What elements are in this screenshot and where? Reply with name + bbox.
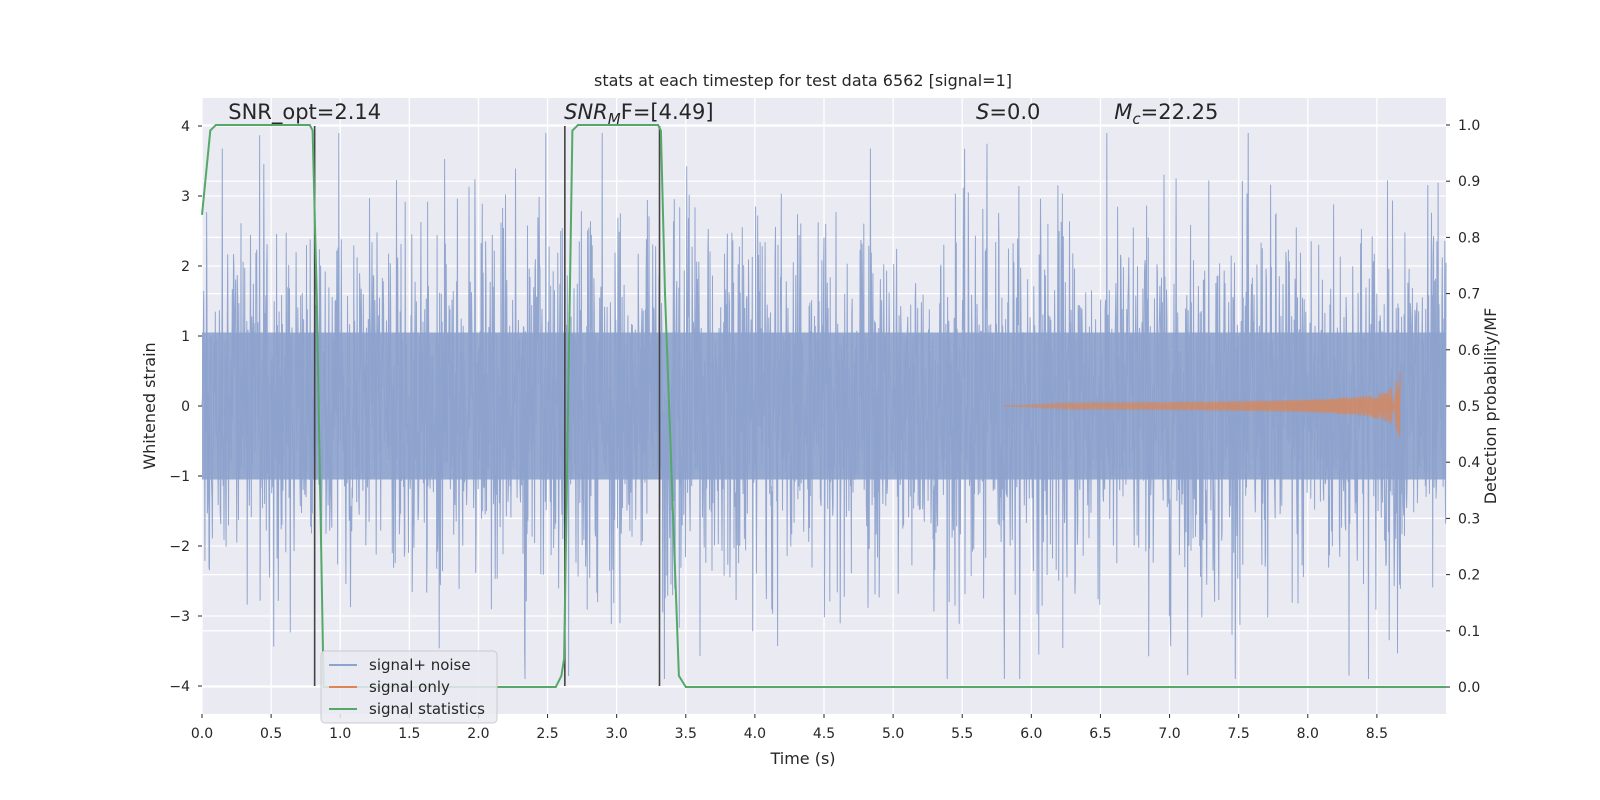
- y2-tick-label: 0.2: [1458, 568, 1480, 584]
- x-tick-label: 5.0: [882, 726, 904, 742]
- x-tick-label: 7.5: [1228, 726, 1250, 742]
- annotation: SNRMF=[4.49]: [564, 100, 713, 128]
- legend-box: [320, 650, 498, 724]
- y-axis-right: 0.0 0.1 0.2 0.3 0.4 0.5 0.6 0.7 0.8 0.9 1.0: [1446, 118, 1480, 696]
- annotation: S=0.0: [976, 100, 1040, 124]
- y2-tick-label: 0.0: [1458, 680, 1480, 696]
- x-tick-label: 5.5: [951, 726, 973, 742]
- x-tick-label: 2.5: [536, 726, 558, 742]
- legend-label: signal+ noise: [369, 656, 471, 674]
- x-tick-label: 6.5: [1089, 726, 1111, 742]
- y2-tick-label: 0.7: [1458, 287, 1480, 303]
- series-signal-statistics: [201, 124, 1446, 688]
- y2-tick-label: 0.1: [1458, 624, 1480, 640]
- y-tick-label: 3: [181, 189, 190, 205]
- y-axis-left: −4 −3 −2 −1 0 1 2 3 4: [169, 119, 202, 695]
- x-tick-label: 3.0: [606, 726, 628, 742]
- y2-tick-label: 0.5: [1458, 399, 1480, 415]
- x-tick-label: 8.0: [1297, 726, 1319, 742]
- legend-label: signal only: [369, 678, 450, 696]
- legend-label: signal statistics: [369, 700, 485, 718]
- series-signal-only: [1003, 370, 1401, 438]
- y-tick-label: 0: [181, 399, 190, 415]
- x-tick-label: 1.5: [398, 726, 420, 742]
- x-tick-label: 0.5: [260, 726, 282, 742]
- y-tick-label: 2: [181, 259, 190, 275]
- chart-title: stats at each timestep for test data 656…: [594, 71, 1012, 90]
- chirp-trace: [1003, 370, 1401, 438]
- annotation: Mc=22.25: [1114, 100, 1218, 128]
- x-tick-label: 2.0: [467, 726, 489, 742]
- y-tick-label: −2: [169, 539, 190, 555]
- x-tick-label: 4.0: [744, 726, 766, 742]
- x-tick-label: 8.5: [1366, 726, 1388, 742]
- y2-tick-label: 0.6: [1458, 343, 1480, 359]
- y2-tick-label: 0.8: [1458, 230, 1480, 246]
- y-tick-label: −1: [169, 469, 190, 485]
- y2-tick-label: 1.0: [1458, 118, 1480, 134]
- y2-axis-label: Detection probability/MF: [1481, 308, 1500, 505]
- x-tick-label: 0.0: [191, 726, 213, 742]
- y-tick-label: 1: [181, 329, 190, 345]
- y-axis-label: Whitened strain: [140, 342, 159, 469]
- legend: signal+ noise signal only signal statistic…: [320, 650, 498, 724]
- x-tick-label: 6.0: [1020, 726, 1042, 742]
- y-tick-label: −3: [169, 609, 190, 625]
- x-tick-label: 4.5: [813, 726, 835, 742]
- annotations: SNR_opt=2.14 SNRMF=[4.49] S=0.0 Mc=22.25: [228, 100, 1218, 128]
- y2-tick-label: 0.9: [1458, 174, 1480, 190]
- x-tick-label: 3.5: [675, 726, 697, 742]
- statistics-line: [201, 124, 1446, 688]
- y-tick-label: 4: [181, 119, 190, 135]
- x-axis-label: Time (s): [769, 749, 835, 768]
- x-tick-label: 7.0: [1158, 726, 1180, 742]
- y2-tick-label: 0.4: [1458, 455, 1480, 471]
- x-tick-label: 1.0: [329, 726, 351, 742]
- x-axis: 0.0 0.5 1.0 1.5 2.0 2.5 3.0 3.5 4.0 4.5 5.0 5.5 6.0 6…: [191, 714, 1388, 742]
- annotation: SNR_opt=2.14: [228, 100, 381, 125]
- y2-tick-label: 0.3: [1458, 511, 1480, 527]
- y-tick-label: −4: [169, 679, 190, 695]
